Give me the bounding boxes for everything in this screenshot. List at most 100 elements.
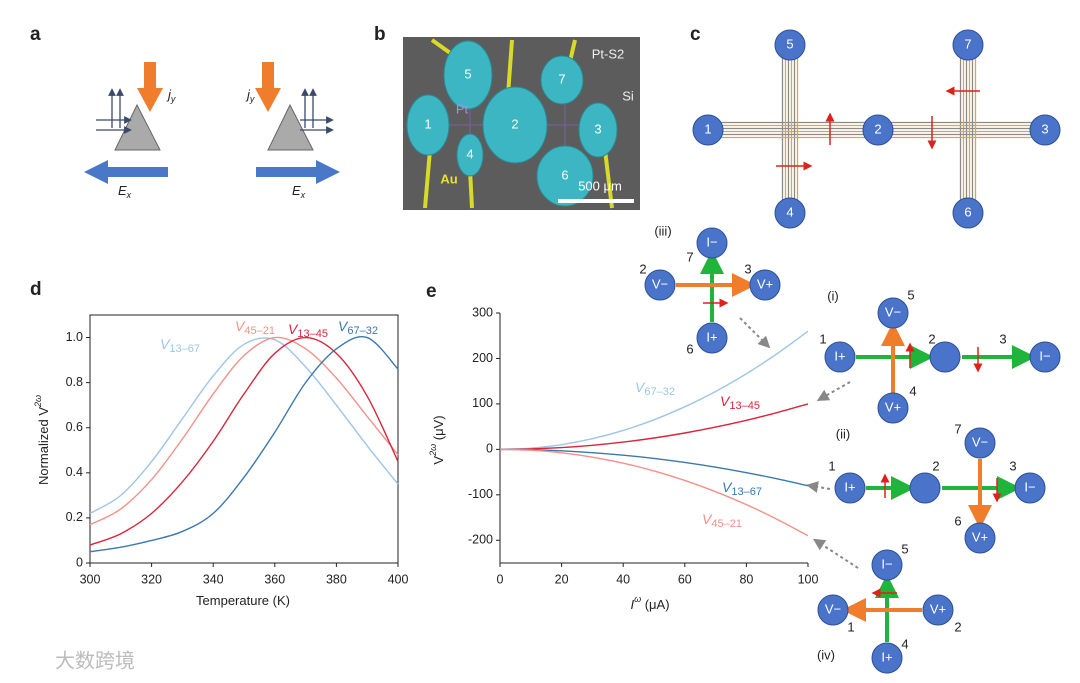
x-axis-label-main: Temperature (K) [196, 593, 290, 608]
x-tick-label: 40 [616, 572, 630, 586]
terminal-number: 2 [639, 261, 646, 276]
series-name: 13–67 [731, 486, 762, 498]
terminal-number: 6 [964, 204, 971, 219]
terminal-number: 3 [1041, 121, 1048, 136]
axes-icon [300, 88, 334, 134]
terminal-number: 5 [907, 287, 914, 302]
terminal-label: I− [706, 234, 717, 249]
y-axis-label-main: Normalized V [36, 407, 51, 485]
terminal-label: V+ [885, 399, 901, 414]
terminal-number: 1 [819, 331, 826, 346]
terminal-label: I+ [706, 329, 717, 344]
terminal-number: 3 [744, 261, 751, 276]
terminal [824, 341, 856, 373]
terminal-number: 2 [954, 619, 961, 634]
field-label: Ex [292, 183, 306, 200]
terminal [692, 114, 724, 146]
y-tick-label: -200 [468, 533, 493, 547]
terminal [922, 594, 954, 626]
terminal-label: I− [881, 556, 892, 571]
terminal-number: 6 [686, 341, 693, 356]
red-arrows [776, 86, 980, 171]
terminal-number: 5 [901, 541, 908, 556]
y-tick-label: 0.8 [66, 375, 83, 389]
field-label: Ex [118, 183, 132, 200]
inset-label: (iv) [817, 647, 835, 662]
x-tick-label: 340 [203, 572, 224, 586]
terminal [909, 472, 941, 504]
series-line [499, 448, 809, 487]
x-tick-label: 100 [798, 572, 819, 586]
terminal [774, 29, 806, 61]
y-tick-label: 1.0 [66, 330, 83, 344]
series-label: V13–45 [720, 393, 760, 412]
field-arrow [84, 160, 168, 184]
pad [578, 102, 618, 158]
series-line [89, 336, 399, 553]
triangle [114, 103, 161, 151]
terminal [1029, 341, 1061, 373]
y-axis-label-main: V [431, 456, 446, 465]
terminal-label: V+ [972, 529, 988, 544]
current-arrow [137, 62, 163, 112]
inset-label: (ii) [836, 426, 850, 441]
x-axis-label: Iω (μA) [630, 594, 669, 612]
series-line [89, 336, 399, 526]
terminal-number: 4 [909, 383, 916, 398]
terminal-number: 2 [874, 121, 881, 136]
terminal-number: 7 [686, 249, 693, 264]
y-tick-label: 0.6 [66, 420, 83, 434]
triangle [267, 103, 314, 151]
pad [540, 55, 584, 105]
pads [406, 40, 618, 207]
current-label: jy [245, 87, 255, 104]
pad [536, 145, 594, 207]
series-name: 67–32 [644, 386, 675, 398]
x-axis-label-unit: (μA) [641, 597, 669, 612]
terminal [774, 197, 806, 229]
inset-label: (i) [827, 288, 839, 303]
pad-number: 1 [424, 116, 431, 131]
wire-label: Au [440, 171, 457, 186]
series-name: 67–32 [347, 325, 378, 337]
terminal-label: I+ [881, 649, 892, 664]
terminal [877, 297, 909, 329]
terminal-number: 6 [954, 513, 961, 528]
y-axis-label: Normalized V2ω [33, 395, 51, 485]
x-tick-label: 400 [388, 572, 409, 586]
x-axis-label-main: I [630, 597, 634, 612]
terminal-label: V− [825, 601, 841, 616]
panel-label: d [30, 279, 42, 300]
x-tick-label: 380 [326, 572, 347, 586]
terminal [1029, 114, 1061, 146]
terminal [964, 427, 996, 459]
y-axis-label-sup: 2ω [33, 395, 43, 408]
x-tick-label: 0 [497, 572, 504, 586]
terminal-number: 1 [828, 458, 835, 473]
terminal [952, 197, 984, 229]
terminal-number: 1 [704, 121, 711, 136]
terminal-number: 7 [964, 36, 971, 51]
y-tick-label: 0.2 [66, 510, 83, 524]
series-line [89, 337, 399, 515]
terminal-number: 2 [928, 331, 935, 346]
x-tick-label: 320 [141, 572, 162, 586]
series-label: V67–32 [338, 318, 378, 337]
axes-icon [96, 88, 132, 134]
terminal [696, 227, 728, 259]
terminal [877, 392, 909, 424]
series-symbol: V [235, 318, 246, 334]
pad-number: 5 [464, 66, 471, 81]
x-tick-label: 360 [264, 572, 285, 586]
terminal-number: 3 [1009, 458, 1016, 473]
series-symbol: V [635, 379, 646, 395]
terminal-number: 7 [954, 421, 961, 436]
terminal-label: I+ [834, 348, 845, 363]
x-axis-label: Temperature (K) [196, 593, 290, 608]
terminal [696, 322, 728, 354]
x-tick-label: 300 [80, 572, 101, 586]
terminal [817, 594, 849, 626]
inset-label: (iii) [654, 223, 671, 238]
terminal-label: V− [972, 434, 988, 449]
